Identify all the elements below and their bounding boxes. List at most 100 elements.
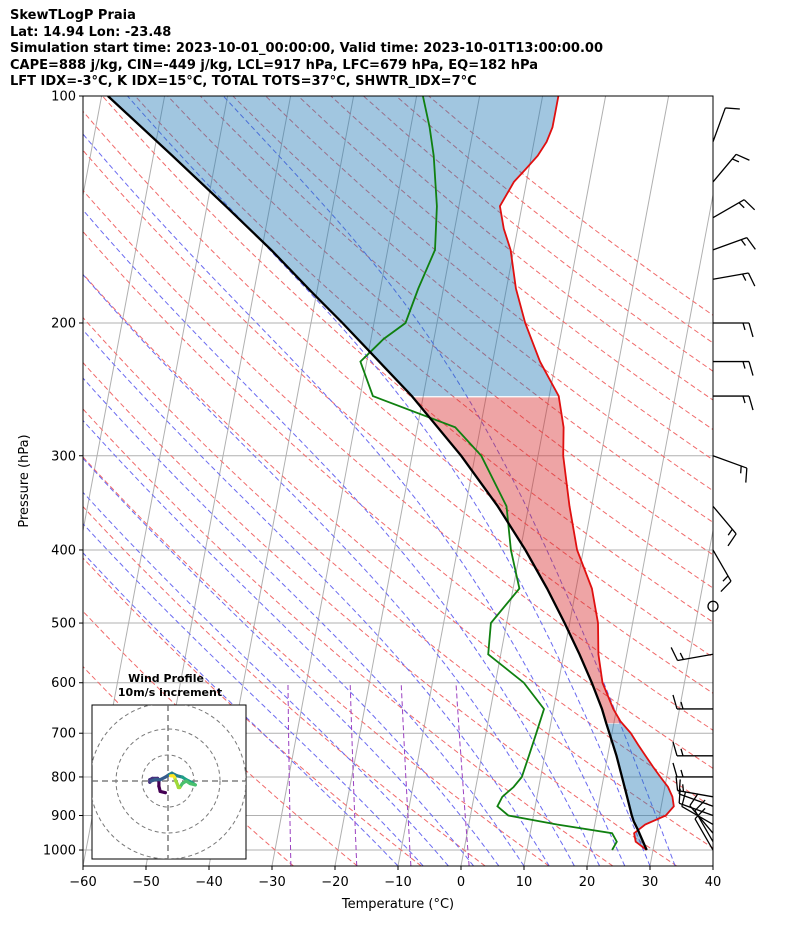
isotherm	[460, 96, 607, 866]
mixing-ratio-line	[349, 682, 358, 866]
wind-barb-flag	[725, 107, 740, 110]
wind-barbs	[670, 107, 756, 851]
cin-shading	[606, 723, 674, 850]
wind-barb-flag	[743, 199, 756, 211]
dry-adiabat	[83, 408, 614, 866]
wind-barb-staff	[678, 793, 714, 807]
moist-adiabat	[83, 552, 399, 866]
isotherm	[83, 96, 166, 534]
wind-barb-half-flag	[738, 202, 745, 209]
isotherm	[523, 96, 670, 866]
y-axis-label: Pressure (hPa)	[17, 434, 32, 527]
moist-adiabat	[83, 133, 626, 866]
isotherm	[649, 527, 713, 866]
wind-barb-flag	[672, 741, 678, 756]
wind-barb-staff	[678, 802, 714, 817]
y-tick-label: 1000	[43, 844, 76, 859]
wind-barb-half-flag	[722, 575, 729, 582]
profile-lines	[107, 96, 675, 851]
wind-barb-half-flag	[679, 652, 685, 660]
y-tick-label: 200	[51, 316, 76, 331]
x-tick-label: −50	[132, 875, 159, 890]
temperature-line	[498, 96, 675, 851]
dry-adiabat	[134, 96, 713, 589]
x-tick-label: 40	[705, 875, 722, 890]
wind-barb-half-flag	[682, 784, 685, 792]
dry-adiabat	[83, 189, 713, 731]
moist-adiabat	[83, 522, 424, 866]
wind-barb-flag	[672, 762, 678, 778]
y-tick-label: 400	[51, 543, 76, 558]
wind-barb-flag	[694, 807, 706, 820]
chart-title: SkewTLogP Praia	[10, 8, 136, 23]
y-tick-label: 700	[51, 727, 76, 742]
moist-adiabat	[83, 209, 601, 866]
x-tick-label: −20	[321, 875, 348, 890]
mixing-ratio-line	[400, 682, 412, 866]
y-tick-label: 300	[51, 449, 76, 464]
hodograph-ring	[141, 754, 195, 808]
moist-adiabat	[83, 273, 575, 866]
mixing-ratio-line	[287, 682, 292, 866]
x-tick-label: −60	[69, 875, 96, 890]
wind-barb-half-flag	[742, 322, 746, 331]
index-line: LFT IDX=-3°C, K IDX=15°C, TOTAL TOTS=37°…	[10, 74, 477, 89]
hodograph-title: Wind Profile	[128, 672, 204, 685]
wind-barb-half-flag	[741, 273, 747, 281]
moist-adiabat	[83, 377, 525, 866]
hodograph-subtitle: 10m/s increment	[118, 686, 222, 699]
wind-barb-half-flag	[680, 769, 684, 778]
y-tick-label: 500	[51, 617, 76, 632]
y-tick-label: 600	[51, 676, 76, 691]
wind-barb-staff	[677, 653, 714, 662]
wind-barb-flag	[747, 272, 756, 287]
moist-adiabat	[127, 96, 651, 866]
wind-barb-staff	[712, 107, 726, 142]
wind-barb-flag	[746, 237, 756, 250]
dry-adiabat	[83, 273, 713, 809]
moist-adiabat	[83, 491, 449, 866]
wind-barb-half-flag	[742, 361, 746, 369]
wind-barb-flag	[735, 153, 750, 161]
wind-barb-flag	[748, 395, 754, 411]
parcel-line	[107, 96, 648, 851]
wind-barb-flag	[678, 779, 681, 795]
dry-adiabat	[297, 96, 713, 431]
location-line: Lat: 14.94 Lon: -23.48	[10, 24, 172, 40]
y-tick-label: 900	[51, 809, 76, 824]
isotherm	[586, 192, 713, 866]
wind-barb-flag	[748, 322, 754, 338]
moist-adiabat	[222, 96, 676, 866]
wind-barb-flag	[720, 580, 732, 593]
wind-barb-staff	[694, 818, 714, 851]
x-tick-label: 0	[457, 875, 465, 890]
moist-adiabat	[83, 329, 550, 866]
wind-barb-half-flag	[732, 158, 740, 163]
wind-barb-staff	[712, 272, 749, 280]
x-tick-label: −30	[258, 875, 285, 890]
x-tick-label: 10	[516, 875, 533, 890]
wind-barb-flag	[748, 361, 754, 376]
x-axis-label: Temperature (°C)	[341, 897, 454, 912]
wind-barb-half-flag	[740, 239, 746, 246]
hodograph-ring	[115, 728, 221, 834]
mixing-ratio-line	[455, 682, 470, 866]
dry-adiabat	[83, 456, 550, 866]
cape-shading	[413, 397, 623, 724]
dry-adiabat	[167, 96, 713, 556]
wind-barb-half-flag	[727, 528, 733, 536]
chart-header: SkewTLogP Praia Lat: 14.94 Lon: -23.48 S…	[10, 8, 603, 91]
calm-wind-circle	[707, 600, 719, 612]
y-tick-label: 100	[51, 90, 76, 105]
wind-barb-half-flag	[680, 748, 684, 756]
cape-line: CAPE=888 j/kg, CIN=-449 j/kg, LCL=917 hP…	[10, 57, 538, 73]
hodograph	[92, 705, 246, 859]
dry-adiabat	[199, 96, 713, 523]
background-lines	[83, 96, 713, 866]
hodograph-frame	[91, 704, 247, 860]
dry-adiabat	[265, 96, 713, 461]
wind-barb-staff	[689, 805, 714, 834]
time-line: Simulation start time: 2023-10-01_00:00:…	[10, 41, 603, 56]
